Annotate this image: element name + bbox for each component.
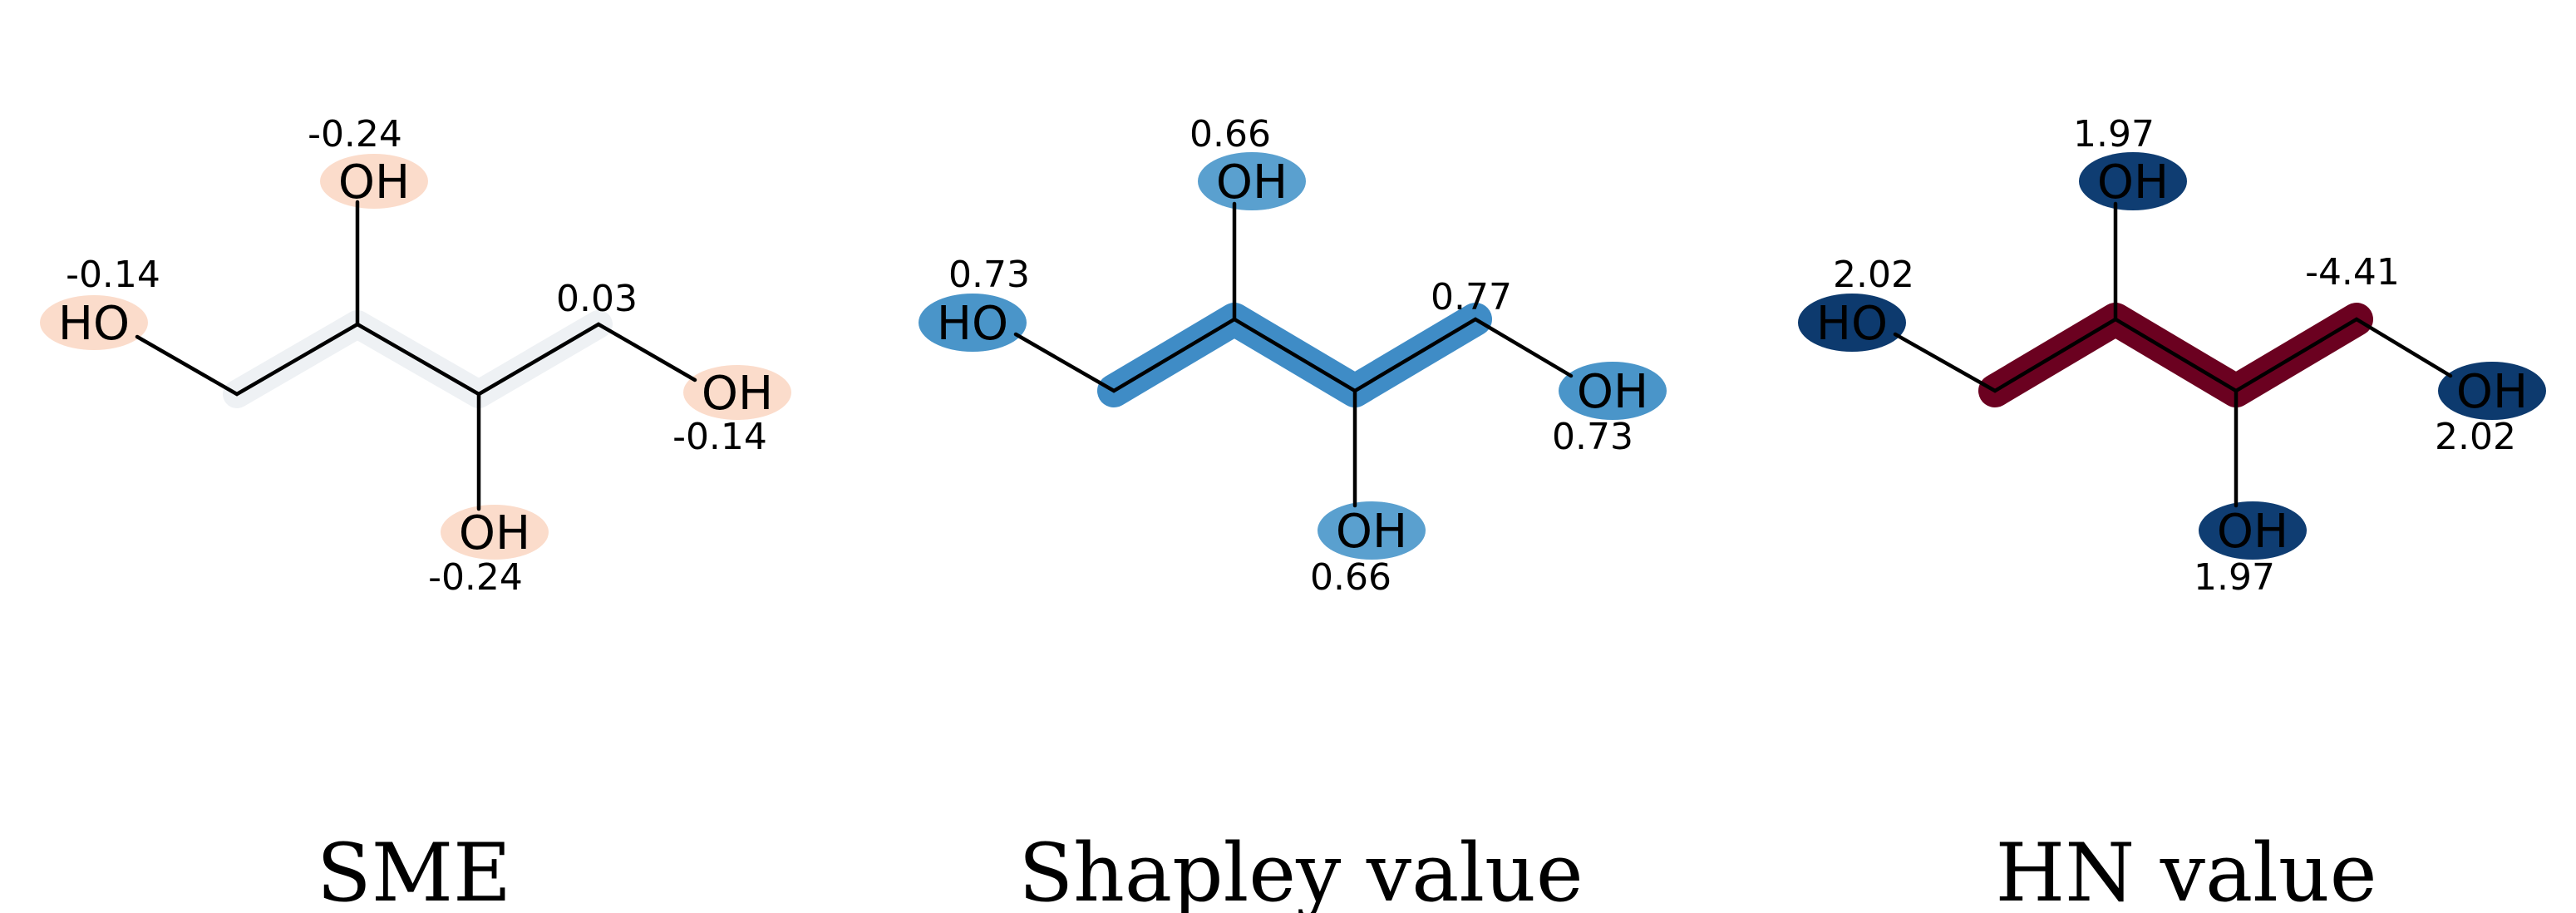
panel-caption: SME — [317, 827, 511, 913]
atom-label: OH — [2217, 505, 2288, 559]
atom-value: 1.97 — [2194, 556, 2275, 599]
bond-value: 0.77 — [1431, 276, 1512, 318]
atom-highlights — [919, 152, 1667, 560]
atom-label: OH — [702, 367, 773, 421]
atom-labels: HO OH OH OH — [937, 155, 1648, 559]
bond-value: 0.03 — [556, 278, 638, 320]
atom-label: HO — [1816, 297, 1888, 351]
panel-hn: HO OH OH OH 2.02 1.97 1.97 2.02 -4.41 HN… — [1798, 113, 2546, 913]
atom-value: 0.66 — [1310, 556, 1391, 599]
atom-label: OH — [2097, 155, 2169, 210]
value-labels: 0.73 0.66 0.66 0.73 0.77 — [948, 113, 1633, 599]
atom-highlight — [919, 294, 1027, 352]
atom-highlight — [1318, 501, 1426, 560]
atom-label: HO — [58, 297, 130, 351]
atom-value: 2.02 — [2435, 416, 2516, 458]
atom-labels: HO OH OH OH — [58, 155, 773, 560]
atom-label: OH — [1216, 155, 1288, 210]
atom-highlights — [40, 154, 791, 560]
value-labels: 2.02 1.97 1.97 2.02 -4.41 — [1833, 113, 2516, 599]
atom-highlight — [2199, 501, 2307, 560]
panel-caption: Shapley value — [1018, 827, 1583, 913]
panel-shapley: HO OH OH OH 0.73 0.66 0.66 0.73 0.77 Sha… — [919, 113, 1667, 913]
panel-sme: HO OH OH OH -0.14 -0.24 -0.24 -0.14 0.03… — [40, 113, 791, 913]
atom-value: 2.02 — [1833, 254, 1914, 296]
atom-label: OH — [1336, 505, 1407, 559]
atom-label: OH — [2456, 365, 2528, 419]
bond — [1893, 317, 2453, 393]
atom-label: HO — [937, 297, 1008, 351]
atom-value: 0.73 — [948, 254, 1030, 296]
bonds — [1013, 201, 1574, 508]
atom-value: 1.97 — [2073, 113, 2155, 155]
bonds — [135, 200, 697, 511]
atom-value: -0.24 — [308, 113, 402, 155]
bond-value: -4.41 — [2305, 251, 2400, 294]
atom-label: OH — [459, 506, 530, 560]
atom-highlight — [2079, 152, 2187, 210]
bonds — [1893, 201, 2453, 508]
atom-value: -0.14 — [672, 416, 767, 458]
atom-value: 0.73 — [1552, 416, 1633, 458]
bond — [135, 322, 697, 397]
atom-highlight — [1559, 362, 1667, 420]
atom-value: -0.14 — [66, 254, 160, 296]
atom-highlight — [683, 365, 791, 420]
panel-caption: HN value — [1995, 827, 2377, 913]
atom-highlight — [441, 505, 549, 560]
atom-highlight — [1798, 294, 1906, 352]
atom-labels: HO OH OH OH — [1816, 155, 2528, 559]
atom-label: OH — [1577, 365, 1648, 419]
atom-highlight — [40, 295, 148, 350]
value-labels: -0.14 -0.24 -0.24 -0.14 0.03 — [66, 113, 767, 599]
atom-highlight — [320, 154, 428, 209]
bond — [1013, 317, 1574, 393]
atom-highlight — [1198, 152, 1306, 210]
atom-value: 0.66 — [1189, 113, 1271, 155]
atom-label: OH — [338, 155, 410, 210]
atom-value: -0.24 — [428, 556, 523, 599]
atom-highlights — [1798, 152, 2546, 560]
atom-highlight — [2438, 362, 2546, 420]
